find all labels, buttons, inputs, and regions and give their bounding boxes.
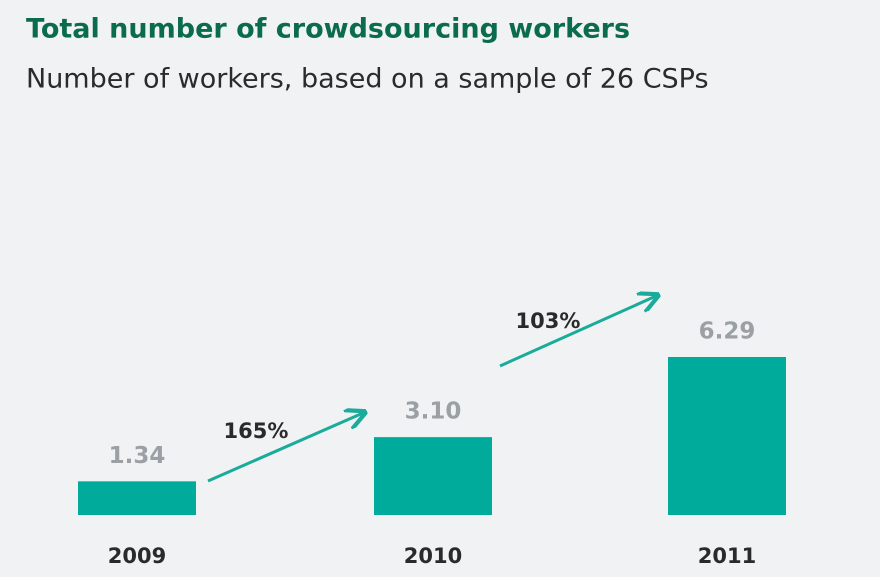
growth-arrow (499, 296, 656, 368)
value-label: 1.34 (109, 443, 166, 469)
growth-label: 165% (224, 419, 289, 443)
value-label: 3.10 (405, 399, 462, 425)
bar (374, 437, 492, 515)
growth-arrow (207, 413, 363, 483)
x-tick-label: 2011 (698, 544, 756, 568)
value-label: 6.29 (699, 319, 756, 345)
x-tick-label: 2009 (108, 544, 166, 568)
chart-title: Total number of crowdsourcing workers (26, 14, 630, 45)
x-tick-label: 2010 (404, 544, 462, 568)
chart-subtitle: Number of workers, based on a sample of … (26, 64, 709, 95)
bar (78, 481, 196, 515)
growth-label: 103% (516, 309, 581, 333)
bar (668, 357, 786, 515)
